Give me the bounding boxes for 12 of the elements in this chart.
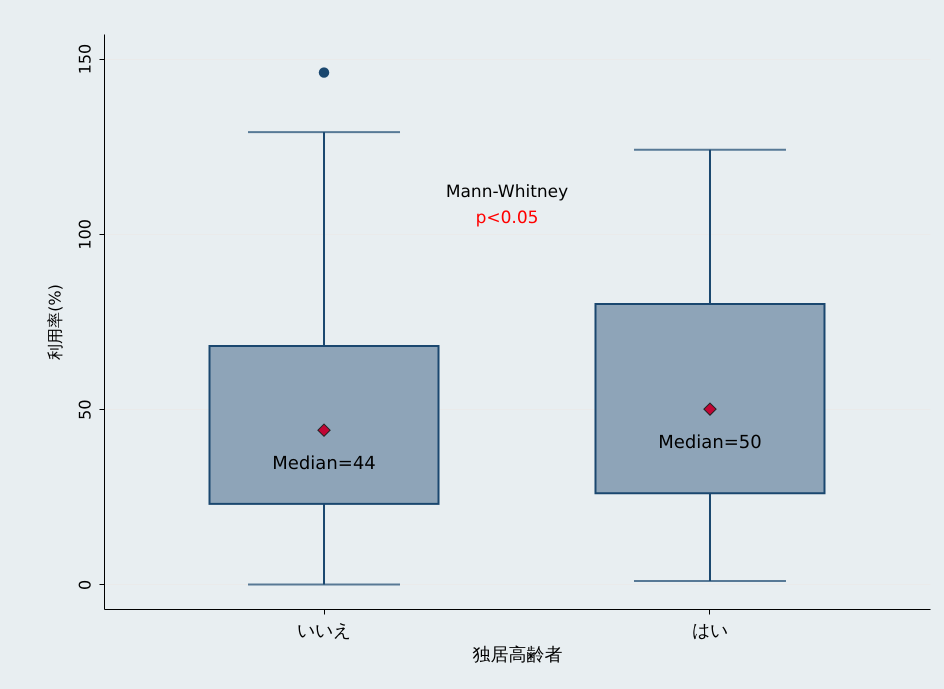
annotation: Median=44 bbox=[272, 453, 376, 474]
x-tick-label: いいえ bbox=[297, 620, 352, 642]
y-axis-title: 利用率(%) bbox=[46, 284, 64, 360]
y-tick-label: 50 bbox=[76, 399, 94, 420]
y-tick-label: 100 bbox=[76, 219, 94, 250]
x-tick-label: はい bbox=[692, 620, 728, 642]
annotation: Median=50 bbox=[658, 432, 762, 454]
y-tick-label: 150 bbox=[76, 44, 94, 74]
y-tick-label: 0 bbox=[76, 580, 94, 590]
x-axis-title: 独居高齢者 bbox=[472, 644, 562, 666]
annotation: Mann-Whitney bbox=[446, 182, 568, 202]
annotation: p<0.05 bbox=[476, 208, 538, 228]
